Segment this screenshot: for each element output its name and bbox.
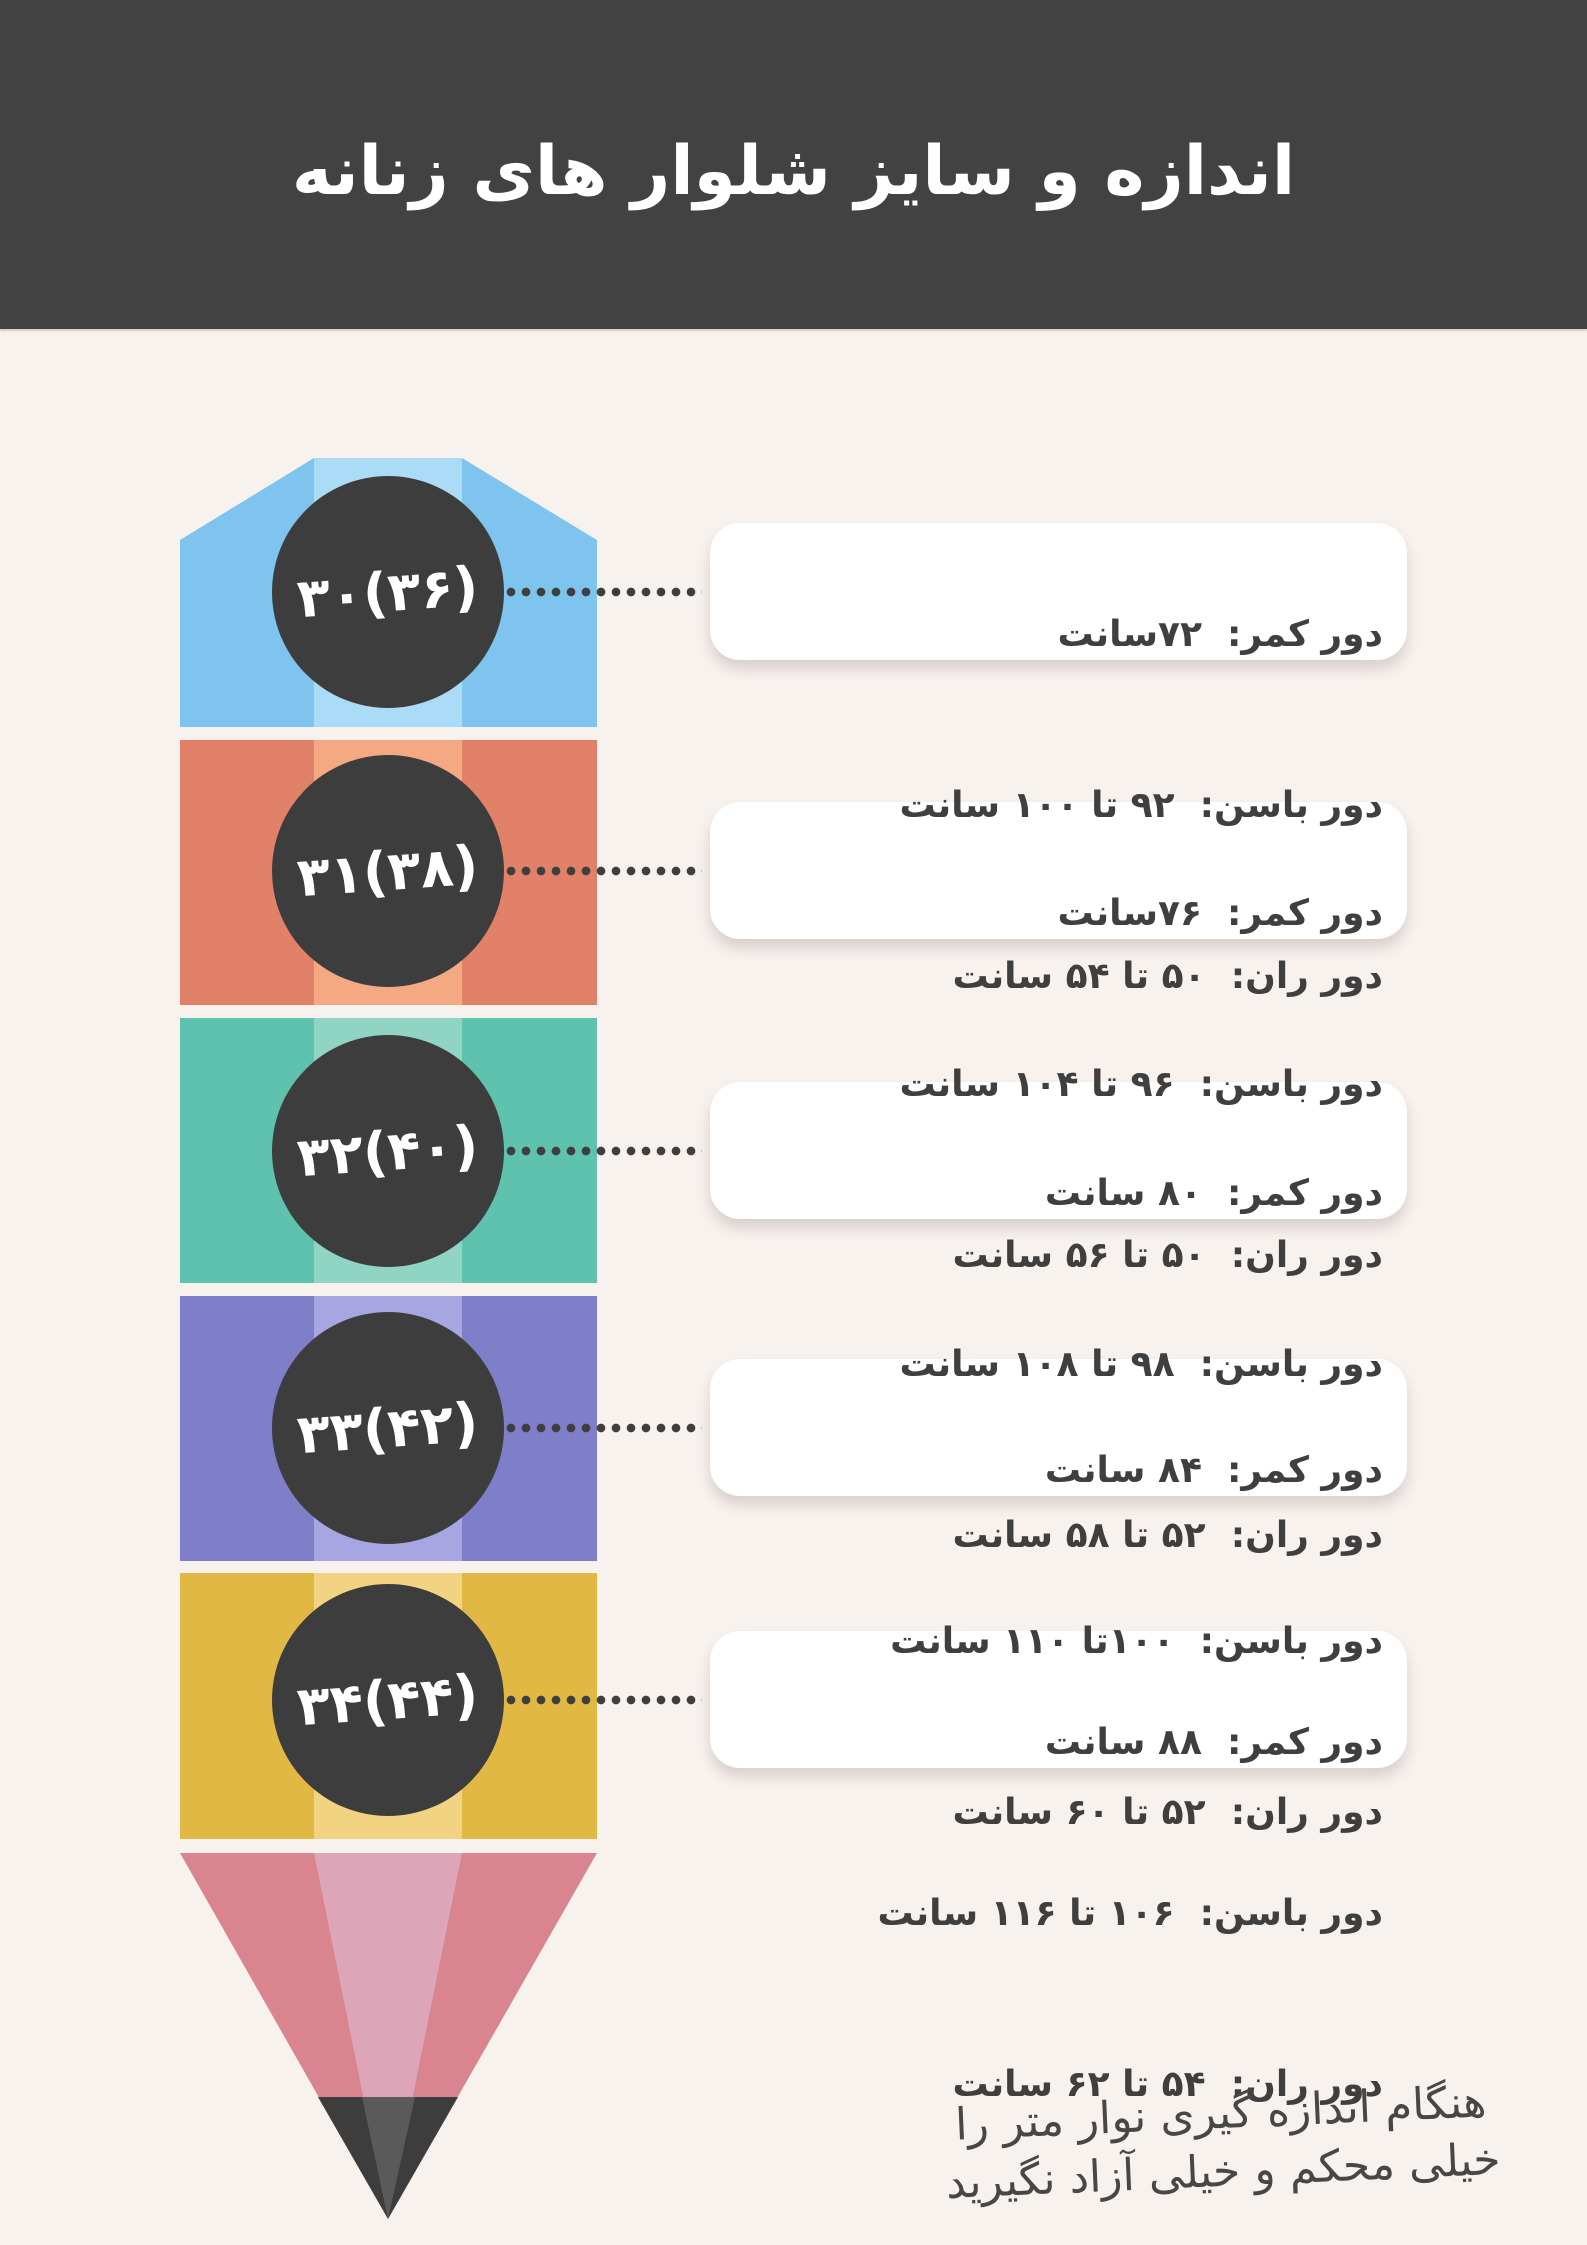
- measurements-size-33: دور کمر: ۸۴ سانت دور باسن: ۱۰۰تا ۱۱۰ سان…: [743, 1328, 1383, 1955]
- measurements-size-30: دور کمر: ۷۲سانت دور باسن: ۹۲ تا ۱۰۰ سانت…: [743, 492, 1383, 1119]
- measurement-box: [710, 523, 1407, 660]
- waist-measurement: دور کمر: ۷۶سانت: [1057, 893, 1383, 934]
- size-circle-32-40: ۳۲(۴۰): [272, 1035, 504, 1267]
- size-label: ۳۴(۴۴): [295, 1662, 481, 1738]
- measurement-box: [710, 1631, 1407, 1768]
- hip-measurement: دور باسن: ۹۶ تا ۱۰۴ سانت: [899, 1064, 1383, 1105]
- measurements-size-31: دور کمر: ۷۶سانت دور باسن: ۹۶ تا ۱۰۴ سانت…: [743, 771, 1383, 1398]
- waist-measurement: دور کمر: ۷۲سانت: [1057, 614, 1383, 655]
- waist-measurement: دور کمر: ۸۰ سانت: [1044, 1173, 1383, 1214]
- size-circle-30-36: ۳۰(۳۶): [272, 476, 504, 708]
- measurements-size-32: دور کمر: ۸۰ سانت دور باسن: ۹۸ تا ۱۰۸ سان…: [743, 1051, 1383, 1678]
- hip-measurement: دور باسن: ۱۰۰تا ۱۱۰ سانت: [890, 1621, 1383, 1662]
- measurement-box: [710, 1359, 1407, 1496]
- thigh-measurement: دور ران: ۵۴ تا ۶۲ سانت: [952, 2064, 1383, 2105]
- header-bar: اندازه و سایز شلوار های زنانه: [0, 0, 1587, 329]
- hip-measurement: دور باسن: ۹۲ تا ۱۰۰ سانت: [899, 785, 1383, 826]
- thigh-measurement: دور ران: ۵۲ تا ۶۰ سانت: [952, 1792, 1383, 1833]
- measurement-box: [710, 802, 1407, 939]
- size-circle-34-44: ۳۴(۴۴): [272, 1584, 504, 1816]
- measurements-size-34: دور کمر: ۸۸ سانت دور باسن: ۱۰۶ تا ۱۱۶ سا…: [743, 1600, 1383, 2227]
- page-title: اندازه و سایز شلوار های زنانه: [291, 132, 1296, 211]
- dotted-connector: [506, 866, 702, 876]
- size-label: ۳۳(۴۲): [295, 1390, 481, 1466]
- pencil-tip-graphite: [318, 2097, 458, 2219]
- thigh-measurement: دور ران: ۵۰ تا ۵۶ سانت: [952, 1235, 1383, 1276]
- waist-measurement: دور کمر: ۸۴ سانت: [1044, 1450, 1383, 1491]
- hip-measurement: دور باسن: ۱۰۶ تا ۱۱۶ سانت: [877, 1893, 1383, 1934]
- size-circle-33-42: ۳۳(۴۲): [272, 1312, 504, 1544]
- waist-measurement: دور کمر: ۸۸ سانت: [1044, 1722, 1383, 1763]
- measurement-box: [710, 1082, 1407, 1219]
- graphite-facet: [362, 2097, 415, 2219]
- size-label: ۳۱(۳۸): [295, 833, 481, 909]
- dotted-connector: [506, 1695, 702, 1705]
- size-label: ۳۲(۴۰): [295, 1113, 481, 1189]
- dotted-connector: [506, 1423, 702, 1433]
- dotted-connector: [506, 1146, 702, 1156]
- hip-measurement: دور باسن: ۹۸ تا ۱۰۸ سانت: [899, 1344, 1383, 1385]
- dotted-connector: [506, 587, 702, 597]
- thigh-measurement: دور ران: ۵۲ تا ۵۸ سانت: [952, 1515, 1383, 1556]
- size-label: ۳۰(۳۶): [295, 554, 481, 630]
- thigh-measurement: دور ران: ۵۰ تا ۵۴ سانت: [952, 956, 1383, 997]
- size-circle-31-38: ۳۱(۳۸): [272, 755, 504, 987]
